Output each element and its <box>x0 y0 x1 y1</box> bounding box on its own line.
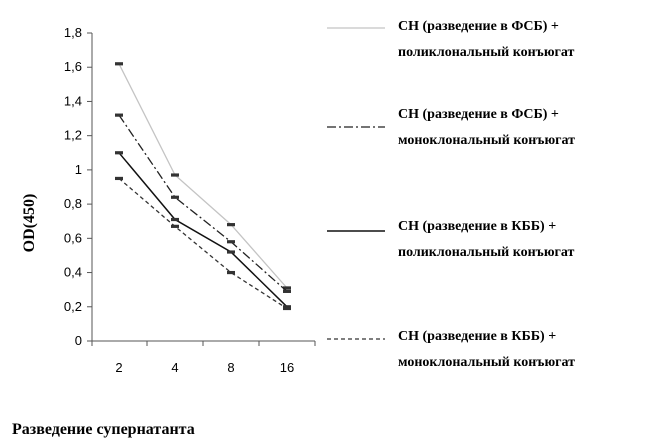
series-line-2 <box>118 114 288 292</box>
data-point <box>227 270 235 275</box>
legend-label: СН (разведение в ФСБ) + <box>398 19 559 34</box>
legend-label: СН (разведение в ФСБ) + <box>398 107 559 122</box>
x-tick-label: 8 <box>227 360 234 375</box>
data-point <box>115 62 123 66</box>
x-axis-label: Разведение супернатанта <box>12 421 195 438</box>
y-tick-label: 1,6 <box>64 59 82 74</box>
series-line-1 <box>118 63 288 289</box>
series-line-4 <box>118 177 288 310</box>
x-tick-label: 16 <box>280 360 294 375</box>
y-tick-label: 1,4 <box>64 93 82 108</box>
x-axis: 2 4 8 16 <box>91 340 316 375</box>
data-point <box>227 250 235 254</box>
legend-label: СН (разведение в КББ) + <box>398 329 556 344</box>
y-tick-label: 0 <box>75 333 82 348</box>
legend-label-sub: поликлональный конъюгат <box>398 45 575 60</box>
legend-label-sub: поликлональный конъюгат <box>398 245 575 260</box>
data-point <box>115 151 123 155</box>
y-tick-label: 0,4 <box>64 265 82 280</box>
data-point <box>171 173 179 177</box>
data-point <box>171 217 179 222</box>
data-point <box>283 286 291 290</box>
x-tick-label: 4 <box>171 360 178 375</box>
data-point <box>227 240 235 244</box>
data-point <box>115 113 123 117</box>
data-point <box>171 224 179 228</box>
legend-label-sub: моноклональный конъюгат <box>398 355 575 370</box>
data-point <box>283 289 291 293</box>
data-point <box>283 306 291 311</box>
x-tick-label: 2 <box>115 360 122 375</box>
y-tick-label: 1 <box>75 162 82 177</box>
data-point <box>171 195 179 199</box>
data-point <box>115 176 123 181</box>
data-point <box>227 223 235 227</box>
y-axis: 0 0,2 0,4 0,6 0,8 1 1,2 1,4 1,6 1,8 <box>64 25 93 348</box>
legend-label-sub: моноклональный конъюгат <box>398 133 575 148</box>
y-tick-label: 0,2 <box>64 299 82 314</box>
y-tick-label: 0,8 <box>64 196 82 211</box>
legend-label: СН (разведение в КББ) + <box>398 219 556 234</box>
y-tick-label: 0,6 <box>64 230 82 245</box>
y-tick-label: 1,2 <box>64 128 82 143</box>
series-line-3 <box>118 152 288 308</box>
y-tick-label: 1,8 <box>64 25 82 40</box>
legend: СН (разведение в ФСБ) + поликлональный ко… <box>327 19 575 370</box>
data-point <box>283 305 291 309</box>
series-layer <box>115 62 291 311</box>
y-axis-label: OD(450) <box>21 194 38 253</box>
